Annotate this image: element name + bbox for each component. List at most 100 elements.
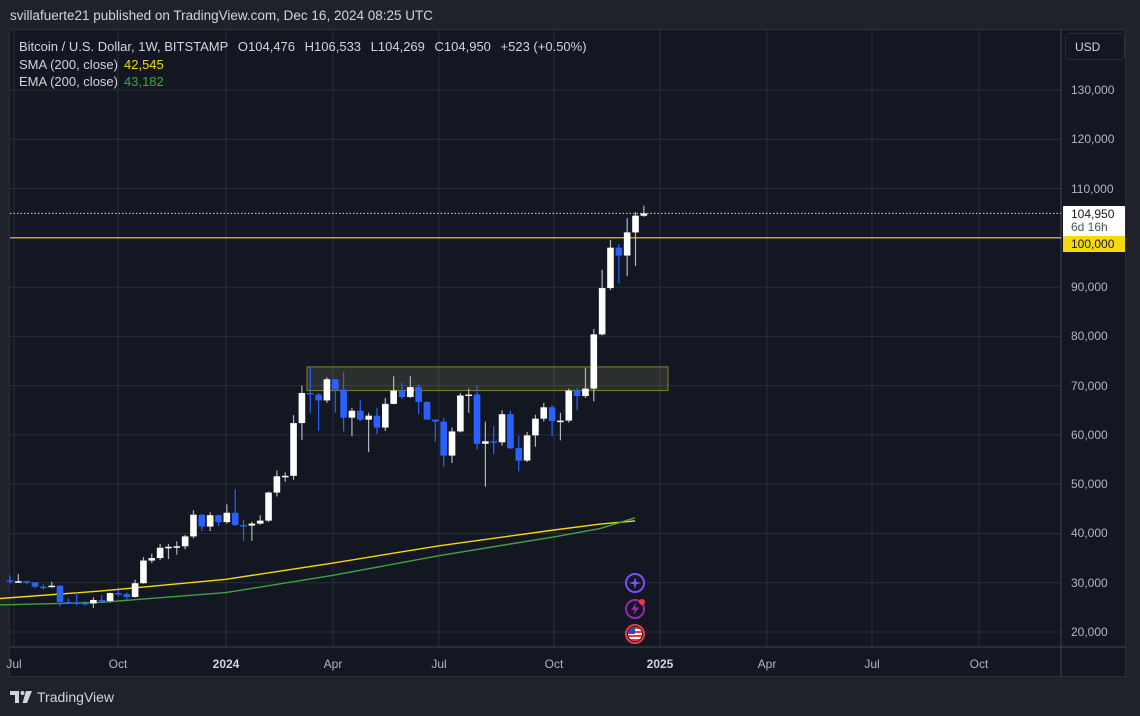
candle[interactable] <box>73 602 81 604</box>
candle[interactable] <box>415 387 422 402</box>
candle[interactable] <box>90 599 97 604</box>
legend-ema-row[interactable]: EMA (200, close) 43,182 <box>19 73 587 91</box>
candle[interactable] <box>407 387 414 397</box>
candle[interactable] <box>140 560 147 584</box>
candle[interactable] <box>482 441 489 444</box>
chart-frame[interactable] <box>9 29 1126 677</box>
candle[interactable] <box>181 536 189 547</box>
candle[interactable] <box>15 581 22 583</box>
candle[interactable] <box>123 594 131 598</box>
sparkle-event-icon[interactable] <box>625 573 645 593</box>
candle[interactable] <box>457 395 464 432</box>
candle[interactable] <box>473 394 481 444</box>
candle[interactable] <box>106 593 114 601</box>
change-value: +523 (+0.50%) <box>500 39 587 54</box>
last-price: 104,950 <box>1071 207 1115 221</box>
candle[interactable] <box>356 410 364 420</box>
candle[interactable] <box>390 390 397 404</box>
candle[interactable] <box>548 407 556 422</box>
candle[interactable] <box>623 232 631 256</box>
candle[interactable] <box>231 512 239 526</box>
published-line: svillafuerte21 published on TradingView.… <box>10 8 434 23</box>
candle[interactable] <box>165 546 172 549</box>
candle[interactable] <box>48 585 55 588</box>
candle[interactable] <box>240 525 247 527</box>
candle[interactable] <box>440 421 447 456</box>
candle[interactable] <box>423 401 431 420</box>
low-label: L <box>370 39 378 54</box>
candle[interactable] <box>373 415 381 428</box>
candle[interactable] <box>640 213 648 216</box>
us-flag-icon <box>628 627 642 641</box>
candle[interactable] <box>98 599 106 602</box>
candle[interactable] <box>40 586 47 589</box>
candle[interactable] <box>615 247 623 256</box>
candle[interactable] <box>190 514 197 537</box>
candle[interactable] <box>515 448 523 461</box>
candle[interactable] <box>507 414 514 449</box>
candle[interactable] <box>432 419 439 422</box>
candle[interactable] <box>348 410 356 418</box>
candle[interactable] <box>598 288 606 335</box>
candle[interactable] <box>490 441 498 443</box>
candle[interactable] <box>206 515 214 527</box>
candle[interactable] <box>632 215 639 233</box>
candle[interactable] <box>131 583 139 598</box>
candle[interactable] <box>265 492 272 521</box>
candle[interactable] <box>540 407 548 419</box>
resistance-zone[interactable] <box>306 366 669 392</box>
candle[interactable] <box>365 415 372 420</box>
candle[interactable] <box>256 520 264 524</box>
candle[interactable] <box>223 512 231 523</box>
candle[interactable] <box>273 476 281 493</box>
time-tick: Jul <box>431 657 447 671</box>
candle[interactable] <box>557 420 564 423</box>
price-tick: 70,000 <box>1071 378 1108 393</box>
candle[interactable] <box>115 593 122 595</box>
candle[interactable] <box>173 546 181 548</box>
candle[interactable] <box>331 379 339 390</box>
candle[interactable] <box>56 585 64 602</box>
candle[interactable] <box>156 547 164 559</box>
candle[interactable] <box>290 423 297 476</box>
ema-line[interactable] <box>0 517 636 606</box>
candle[interactable] <box>148 558 156 561</box>
candle[interactable] <box>565 390 573 421</box>
us-flag-event-icon[interactable] <box>625 624 645 644</box>
candle[interactable] <box>306 393 314 395</box>
candle[interactable] <box>498 414 506 443</box>
candle[interactable] <box>281 475 289 478</box>
level-price-tag: 100,000 <box>1063 236 1125 252</box>
candle[interactable] <box>323 379 331 401</box>
candle[interactable] <box>23 581 30 583</box>
candle[interactable] <box>31 582 39 587</box>
candle[interactable] <box>6 580 14 582</box>
candle[interactable] <box>215 515 222 523</box>
candle[interactable] <box>573 390 581 396</box>
candle[interactable] <box>248 523 256 526</box>
sma-value: 42,545 <box>124 56 164 72</box>
candle[interactable] <box>532 418 539 436</box>
lightning-event-icon[interactable] <box>625 599 645 619</box>
time-tick: Oct <box>969 657 989 671</box>
candle[interactable] <box>298 393 306 424</box>
candle[interactable] <box>465 394 472 397</box>
currency-button[interactable]: USD <box>1065 33 1125 60</box>
legend-sma-row[interactable]: SMA (200, close) 42,545 <box>19 56 587 74</box>
candle[interactable] <box>582 388 589 396</box>
candle[interactable] <box>65 601 72 604</box>
candle[interactable] <box>590 334 598 389</box>
candle[interactable] <box>607 247 614 289</box>
candle[interactable] <box>81 602 89 605</box>
sma-line[interactable] <box>0 520 636 600</box>
candle[interactable] <box>398 390 406 397</box>
candle[interactable] <box>523 435 531 461</box>
candle[interactable] <box>448 431 456 456</box>
candle[interactable] <box>382 403 389 428</box>
candle[interactable] <box>315 394 322 401</box>
candle[interactable] <box>340 389 347 418</box>
time-tick: Apr <box>323 657 343 671</box>
tradingview-logo[interactable]: TradingView <box>10 689 114 705</box>
candle[interactable] <box>198 514 206 527</box>
